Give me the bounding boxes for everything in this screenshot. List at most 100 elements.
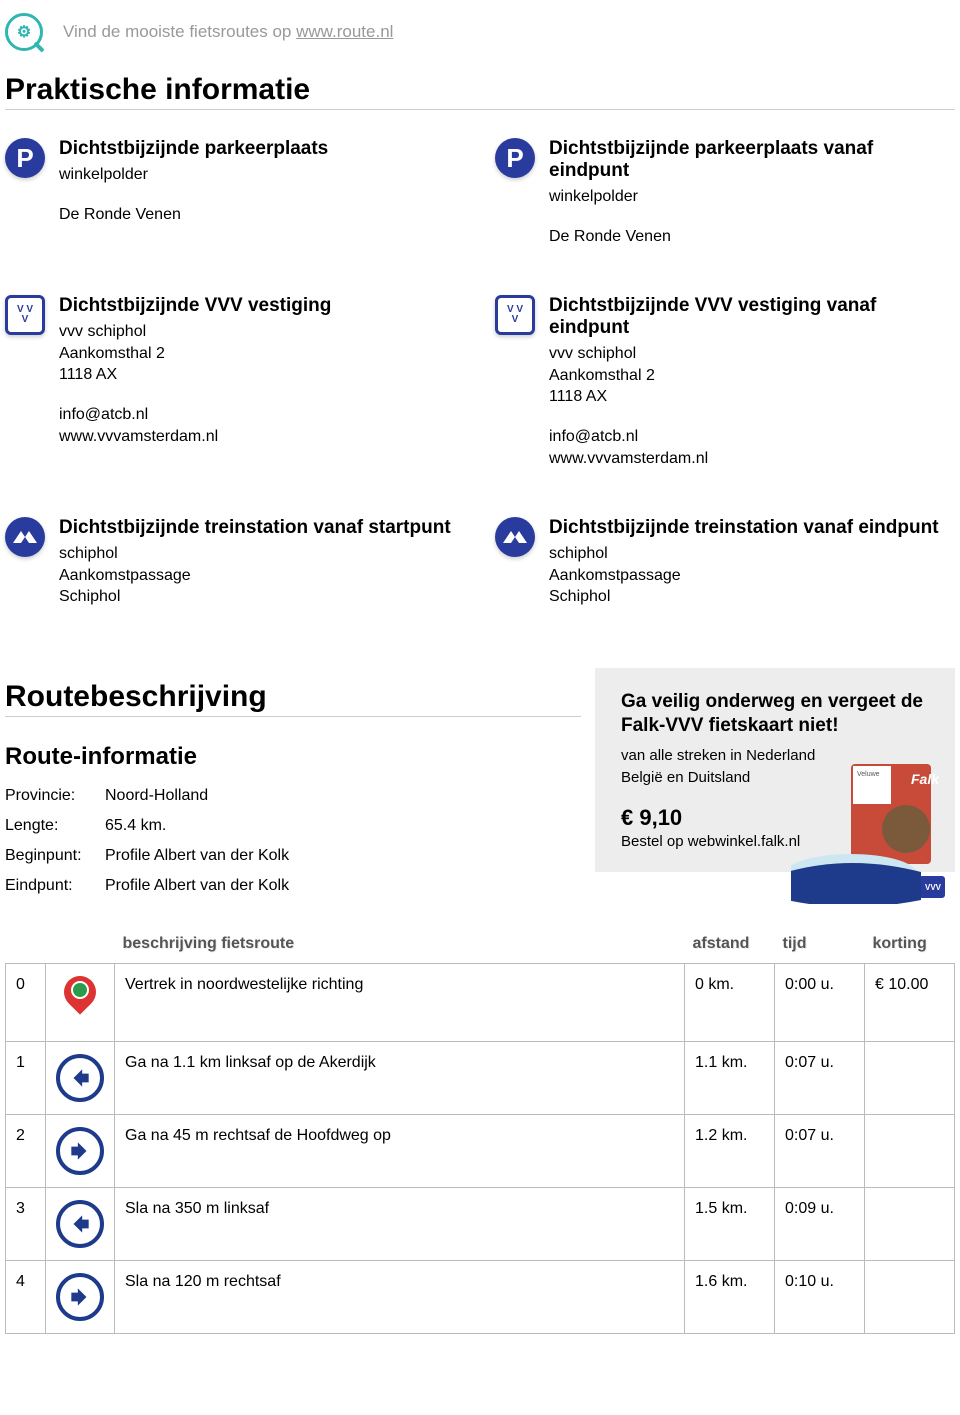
tagline-text: Vind de mooiste fietsroutes op (63, 22, 296, 41)
route-info-row: Eindpunt:Profile Albert van der Kolk (5, 871, 581, 901)
info-line: 1118 AX (549, 386, 955, 408)
info-line: www.vvvamsterdam.nl (59, 426, 331, 448)
svg-text:Falk: Falk (911, 771, 940, 787)
table-row: 0 Vertrek in noordwestelijke richting0 km… (6, 963, 955, 1041)
ri-label: Beginpunt: (5, 847, 105, 865)
turn-left-icon (56, 1054, 104, 1102)
train-icon (495, 517, 535, 557)
step-disc: € 10.00 (865, 963, 955, 1041)
step-desc: Ga na 45 m rechtsaf de Hoofdweg op (115, 1114, 685, 1187)
info-title: Dichtstbijzijnde treinstation vanaf eind… (549, 517, 939, 539)
step-time: 0:10 u. (775, 1260, 865, 1333)
info-line: info@atcb.nl (549, 426, 955, 448)
train-icon (5, 517, 45, 557)
turn-left-icon (56, 1200, 104, 1248)
turn-right-icon (56, 1127, 104, 1175)
info-body: Dichtstbijzijnde parkeerplaats vanaf ein… (549, 138, 955, 247)
info-line: vvv schiphol (59, 321, 331, 343)
parking-icon: P (495, 138, 535, 178)
step-number: 2 (6, 1114, 46, 1187)
info-line: 1118 AX (59, 364, 331, 386)
info-line: De Ronde Venen (549, 226, 955, 248)
info-line: schiphol (59, 543, 451, 565)
turn-right-icon (56, 1273, 104, 1321)
info-line: Aankomsthal 2 (549, 365, 955, 387)
step-number: 3 (6, 1187, 46, 1260)
parking-icon: P (5, 138, 45, 178)
ri-value: Profile Albert van der Kolk (105, 877, 289, 895)
info-body: Dichtstbijzijnde treinstation vanaf eind… (549, 517, 939, 608)
info-line: Schiphol (549, 586, 939, 608)
step-number: 4 (6, 1260, 46, 1333)
promo-box[interactable]: Ga veilig onderweg en vergeet de Falk-VV… (595, 668, 955, 872)
ri-label: Lengte: (5, 817, 105, 835)
ri-label: Eindpunt: (5, 877, 105, 895)
table-row: 4 Sla na 120 m rechtsaf1.6 km.0:10 u. (6, 1260, 955, 1333)
info-item: P Dichtstbijzijnde parkeerplaats vanaf ei… (495, 138, 955, 247)
step-icon-cell (46, 1041, 115, 1114)
ri-value: 65.4 km. (105, 817, 166, 835)
info-body: Dichtstbijzijnde treinstation vanaf star… (59, 517, 451, 608)
step-icon-cell (46, 963, 115, 1041)
promo-title: Ga veilig onderweg en vergeet de Falk-VV… (621, 690, 931, 738)
th-desc: beschrijving fietsroute (115, 925, 685, 964)
start-pin-icon (62, 976, 98, 1024)
top-bar: ⚙ Vind de mooiste fietsroutes op www.rou… (5, 5, 955, 61)
step-dist: 0 km. (685, 963, 775, 1041)
info-title: Dichtstbijzijnde VVV vestiging (59, 295, 331, 317)
info-line: Aankomstpassage (549, 565, 939, 587)
step-desc: Vertrek in noordwestelijke richting (115, 963, 685, 1041)
step-number: 1 (6, 1041, 46, 1114)
info-body: Dichtstbijzijnde parkeerplaats winkelpold… (59, 138, 328, 225)
info-title: Dichtstbijzijnde parkeerplaats (59, 138, 328, 160)
info-title: Dichtstbijzijnde VVV vestiging vanaf ein… (549, 295, 955, 339)
info-item: V VVDichtstbijzijnde VVV vestiging vanaf… (495, 295, 955, 469)
step-desc: Sla na 350 m linksaf (115, 1187, 685, 1260)
info-item: Dichtstbijzijnde treinstation vanaf star… (5, 517, 465, 608)
info-line: Schiphol (59, 586, 451, 608)
step-dist: 1.2 km. (685, 1114, 775, 1187)
info-body: Dichtstbijzijnde VVV vestiging vvv schiph… (59, 295, 331, 447)
ri-value: Profile Albert van der Kolk (105, 847, 289, 865)
step-disc (865, 1114, 955, 1187)
route-info-row: Beginpunt:Profile Albert van der Kolk (5, 841, 581, 871)
ri-value: Noord-Holland (105, 787, 208, 805)
info-title: Dichtstbijzijnde parkeerplaats vanaf ein… (549, 138, 955, 182)
step-icon-cell (46, 1260, 115, 1333)
info-line: www.vvvamsterdam.nl (549, 448, 955, 470)
step-number: 0 (6, 963, 46, 1041)
top-tagline: Vind de mooiste fietsroutes op www.route… (63, 22, 393, 42)
th-disc: korting (865, 925, 955, 964)
info-line: Aankomsthal 2 (59, 343, 331, 365)
info-line: De Ronde Venen (59, 204, 328, 226)
step-disc (865, 1260, 955, 1333)
step-dist: 1.6 km. (685, 1260, 775, 1333)
info-item: P Dichtstbijzijnde parkeerplaats winkelpol… (5, 138, 465, 247)
step-icon-cell (46, 1187, 115, 1260)
table-row: 3Sla na 350 m linksaf1.5 km.0:09 u. (6, 1187, 955, 1260)
route-nl-logo-icon: ⚙ (5, 13, 43, 51)
info-item: V VV Dichtstbijzijnde VVV vestiging vvv sc… (5, 295, 465, 469)
step-time: 0:00 u. (775, 963, 865, 1041)
table-row: 1 Ga na 1.1 km linksaf op de Akerdijk1.1 … (6, 1041, 955, 1114)
tagline-link[interactable]: www.route.nl (296, 22, 393, 41)
step-desc: Ga na 1.1 km linksaf op de Akerdijk (115, 1041, 685, 1114)
practical-info-grid: P Dichtstbijzijnde parkeerplaats winkelpol… (5, 114, 955, 668)
section-route-title: Routebeschrijving (5, 680, 581, 717)
step-disc (865, 1187, 955, 1260)
svg-text:VVV: VVV (925, 883, 942, 892)
info-line: winkelpolder (59, 164, 328, 186)
info-body: Dichtstbijzijnde VVV vestiging vanaf ein… (549, 295, 955, 469)
step-time: 0:07 u. (775, 1041, 865, 1114)
route-header-row: Routebeschrijving Route-informatie Provi… (5, 668, 955, 901)
info-line: schiphol (549, 543, 939, 565)
info-line: info@atcb.nl (59, 404, 331, 426)
svg-text:Veluwe: Veluwe (857, 771, 880, 778)
vvv-icon: V VV (5, 295, 45, 335)
info-line: winkelpolder (549, 186, 955, 208)
section-practical-title: Praktische informatie (5, 73, 955, 110)
step-dist: 1.1 km. (685, 1041, 775, 1114)
step-desc: Sla na 120 m rechtsaf (115, 1260, 685, 1333)
route-info-list: Provincie:Noord-HollandLengte:65.4 km.Be… (5, 781, 581, 901)
th-time: tijd (775, 925, 865, 964)
